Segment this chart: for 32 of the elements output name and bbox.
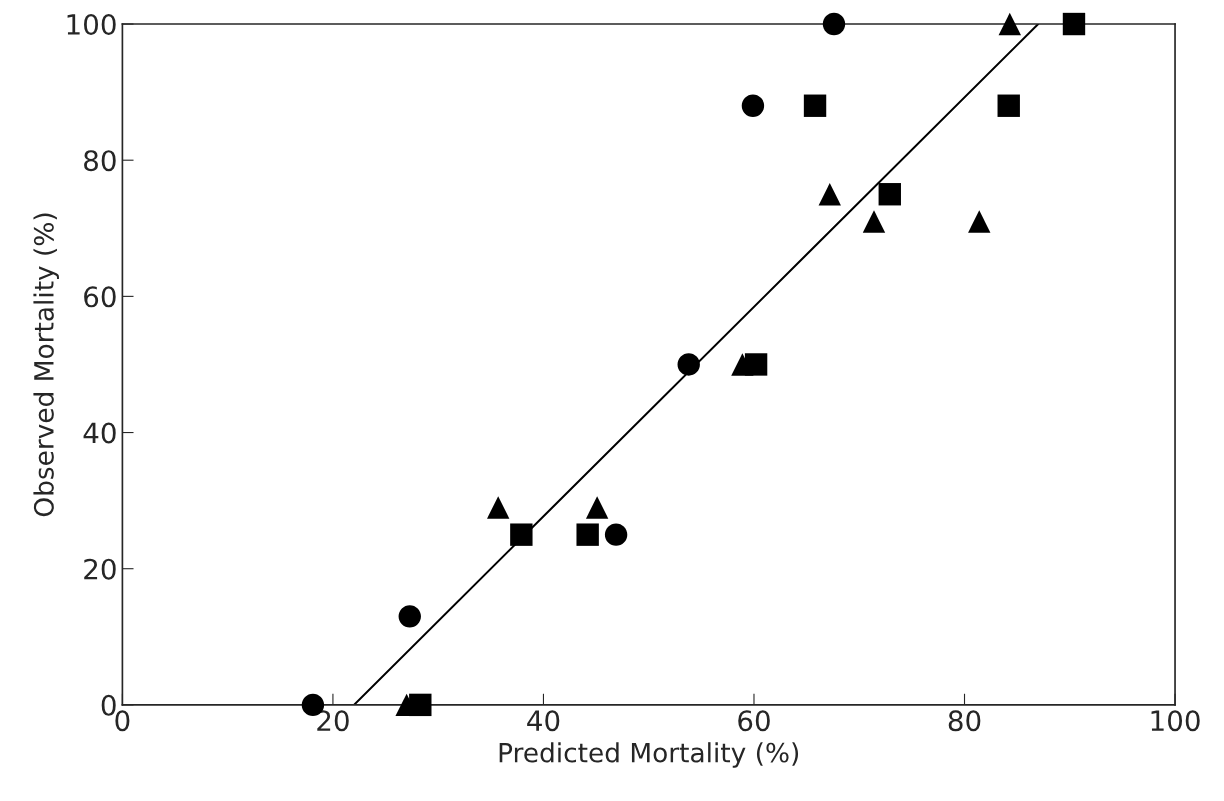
point [398, 605, 421, 628]
point [677, 353, 700, 376]
x-tick-label: 20 [317, 710, 349, 732]
point [822, 12, 846, 36]
point [604, 523, 628, 546]
point [818, 183, 841, 206]
point [487, 496, 510, 519]
point [576, 523, 599, 546]
point [998, 12, 1021, 36]
x-tick-label: 100 [1151, 710, 1200, 732]
y-tick-label: 100 [67, 13, 116, 35]
point [862, 210, 886, 233]
x-tick-label: 60 [738, 710, 770, 732]
point [585, 496, 609, 519]
point [878, 183, 901, 206]
point [1062, 12, 1086, 36]
x-tick-label: 0 [115, 710, 130, 732]
point [803, 94, 827, 117]
y-axis-title: Observed Mortality (%) [33, 213, 59, 517]
x-tick-label: 40 [527, 710, 560, 732]
point [741, 94, 765, 117]
x-tick-label: 80 [948, 710, 981, 732]
y-tick-label: 80 [84, 150, 116, 172]
y-tick-label: 40 [83, 422, 116, 444]
y-tick-label: 0 [101, 694, 116, 716]
y-tick-label: 60 [84, 286, 116, 308]
y-tick-label: 20 [84, 558, 116, 580]
point [510, 523, 533, 546]
point [731, 353, 754, 376]
point [968, 210, 991, 233]
x-axis-title: Predicted Mortality (%) [499, 742, 799, 768]
point [997, 94, 1020, 117]
